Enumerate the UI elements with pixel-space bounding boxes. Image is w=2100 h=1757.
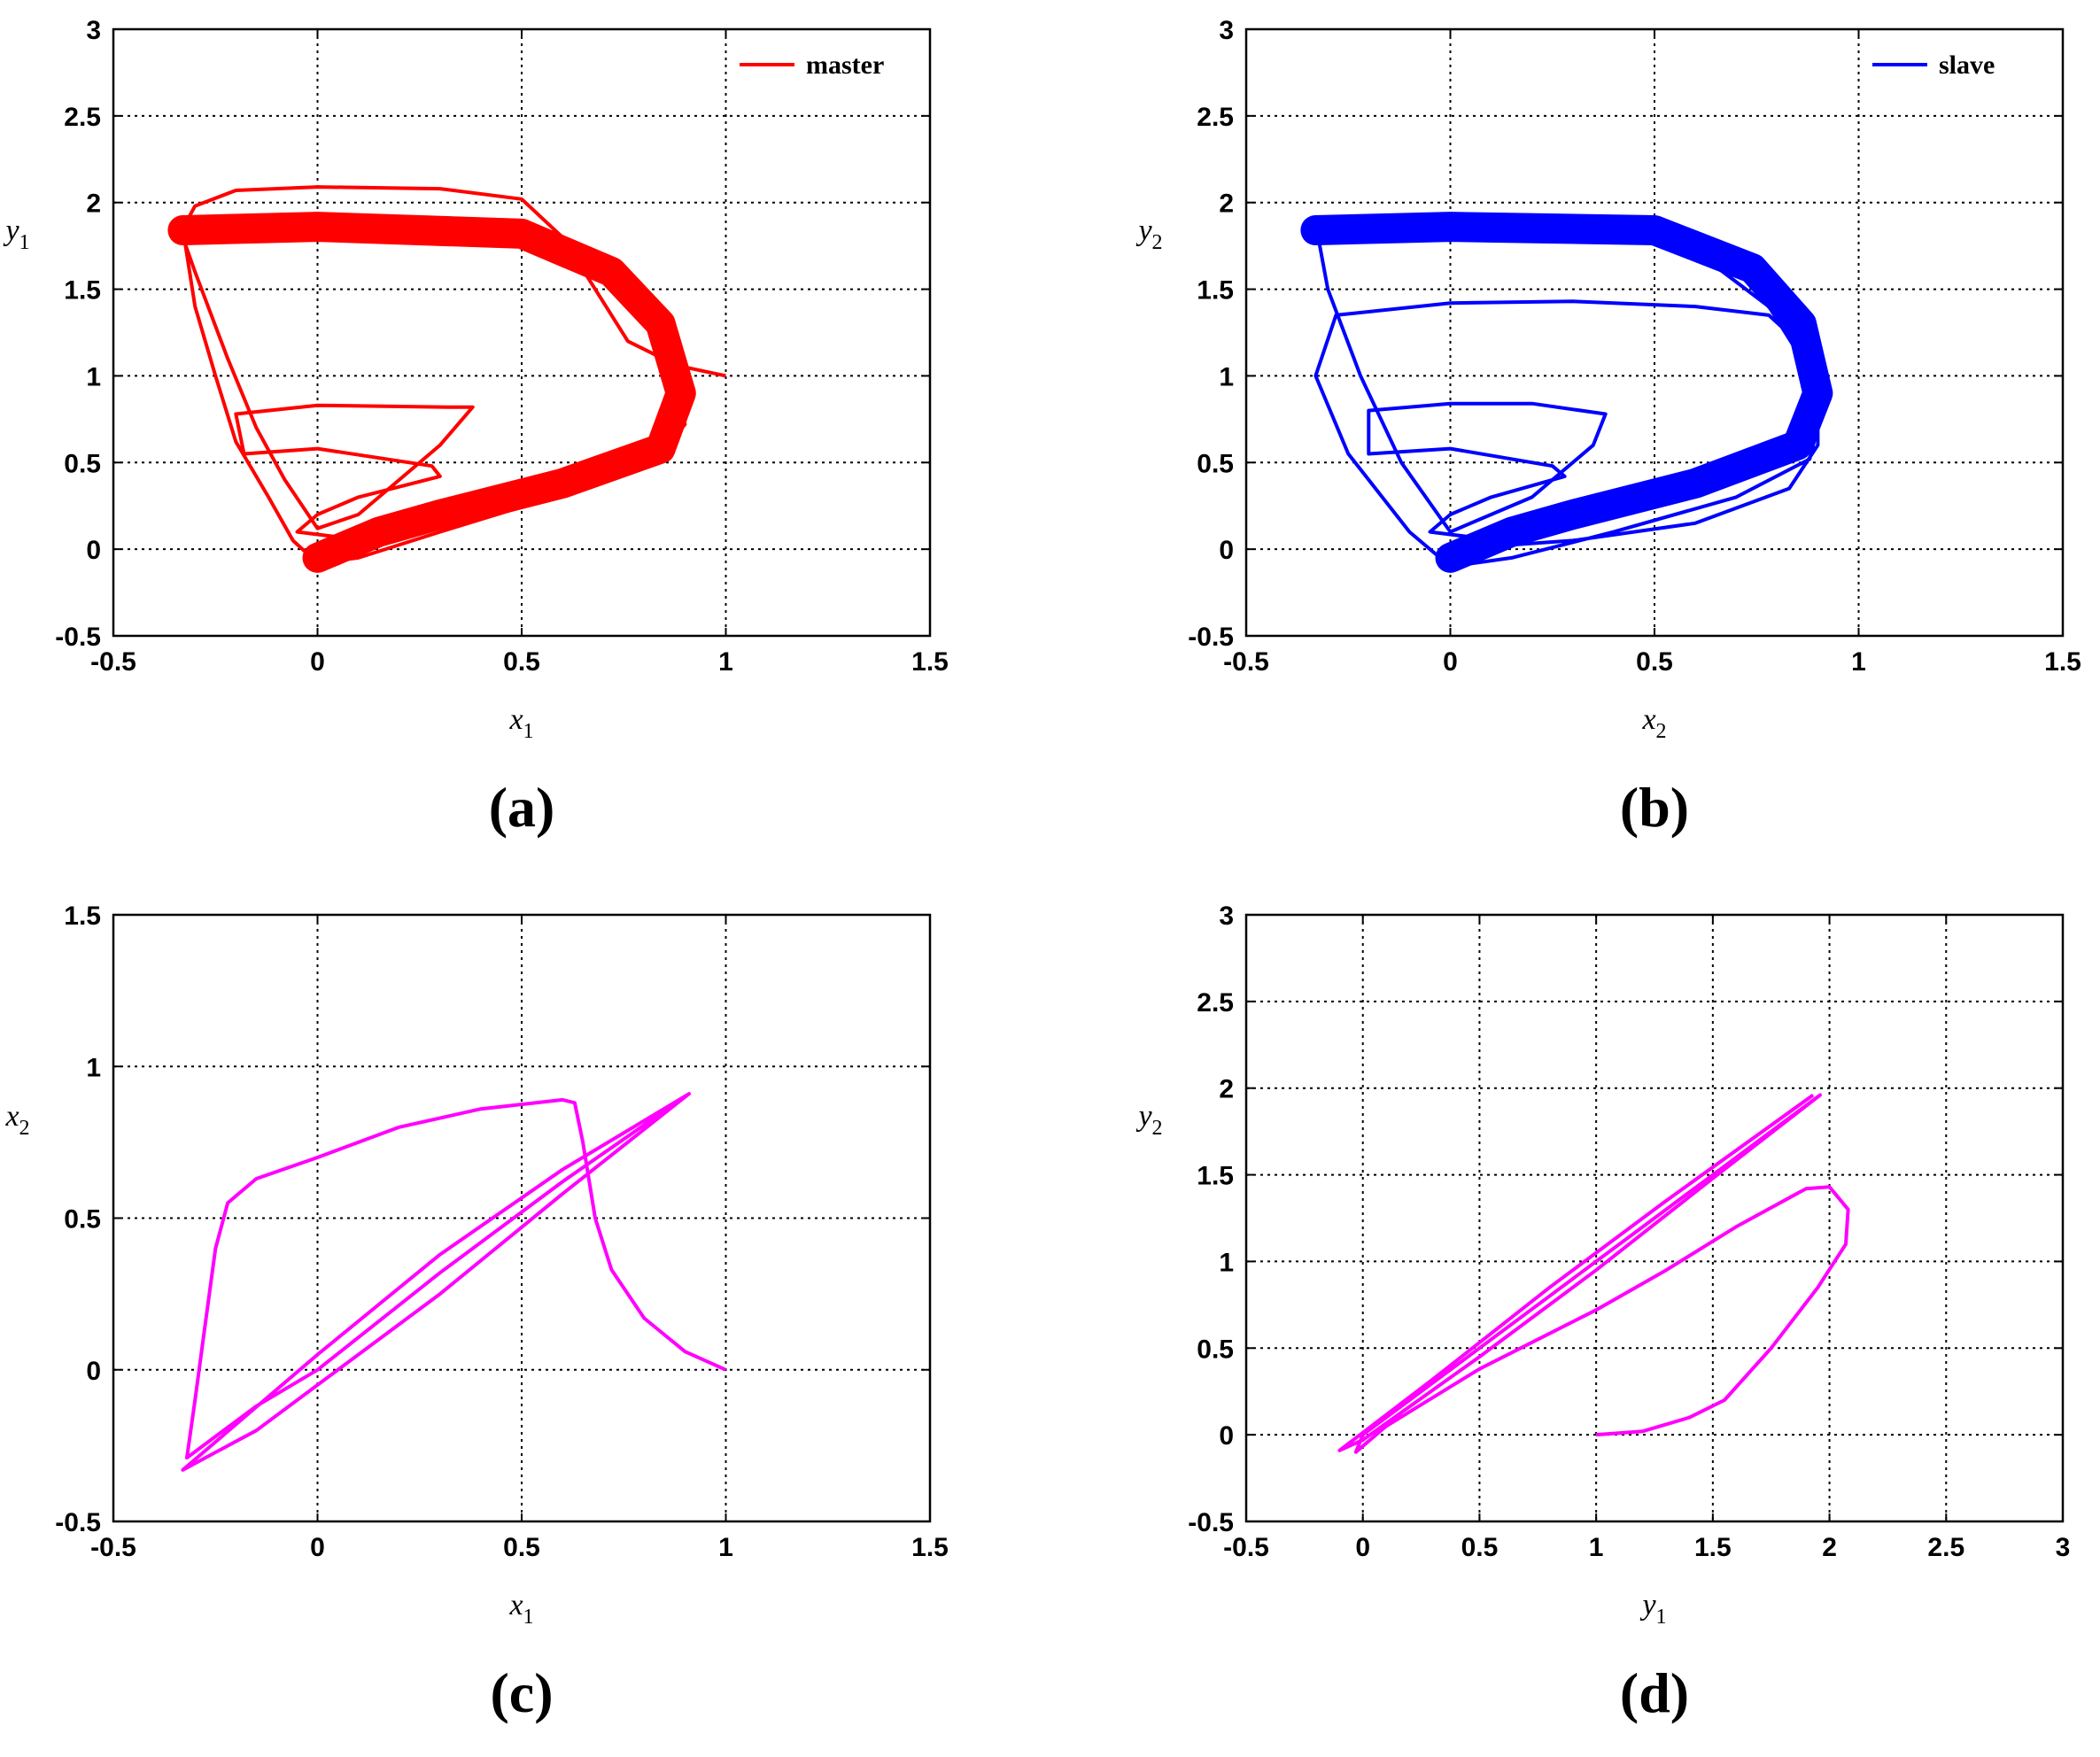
y-tick-label: 2: [1219, 190, 1234, 219]
x-tick-label: 1.5: [911, 647, 949, 677]
panel-b: -0.5 0 0.5 1 1.5 -0.5 0 0.5 1 1.5 2 2.5 3 x2 y2 slave (b…: [1135, 16, 2081, 839]
y-tick-label: 3: [1219, 16, 1234, 45]
y-tick-label: 1.5: [64, 276, 101, 306]
x-tick-label: 0.5: [503, 647, 540, 677]
x-tick-label: 1: [1589, 1533, 1604, 1562]
x-tick-label: 0.5: [1636, 647, 1673, 677]
x-axis-label: x1: [508, 1589, 533, 1629]
legend-label: slave: [1939, 50, 1995, 80]
x-tick-label: 0: [310, 647, 325, 677]
y-tick-label: 1: [1219, 1248, 1234, 1277]
y-axis-label: y2: [1135, 1100, 1162, 1140]
x-tick-label: 1: [1851, 647, 1866, 677]
y-tick-label: -0.5: [1188, 623, 1234, 652]
series-group: [1337, 1093, 1850, 1454]
panel-label: (b): [1620, 776, 1689, 839]
x-tick-label: -0.5: [90, 1533, 136, 1562]
panel-c: -0.5 0 0.5 1 1.5 -0.5 0 0.5 1 1.5 x1 x2 (c): [4, 902, 948, 1724]
y-tick-label: 3: [86, 16, 101, 45]
series-group: [181, 1092, 727, 1472]
panel-label: (d): [1620, 1661, 1689, 1724]
y-tick-label: 0.5: [1197, 1335, 1234, 1364]
x-tick-label: 2: [1822, 1533, 1837, 1562]
x-tick-label: 0: [310, 1533, 325, 1562]
y-axis-label: y1: [3, 214, 29, 254]
y-tick-label: 0: [1219, 536, 1234, 565]
y-tick-label: 0: [86, 1357, 101, 1386]
x-tick-label: 1.5: [911, 1533, 949, 1562]
y-axis-label: y2: [1135, 214, 1162, 254]
y-tick-label: 3: [1219, 902, 1234, 931]
x-tick-label: 0.5: [503, 1533, 540, 1562]
y-tick-label: 1.5: [64, 902, 101, 931]
y-tick-label: 2: [86, 190, 101, 219]
x-tick-label: 0: [1443, 647, 1458, 677]
panel-label: (c): [490, 1661, 553, 1724]
axes-frame: [1244, 913, 2065, 1523]
y-tick-label: 0.5: [1197, 449, 1234, 478]
y-tick-label: 2.5: [1197, 988, 1234, 1018]
y-tick-label: 0: [1219, 1421, 1234, 1451]
x-tick-label: -0.5: [90, 647, 136, 677]
y-tick-label: -0.5: [55, 1508, 101, 1537]
y-tick-label: 2.5: [64, 103, 101, 132]
y-tick-label: 0.5: [64, 1205, 101, 1235]
x-tick-label: 2.5: [1927, 1533, 1964, 1562]
x-tick-label: 1: [718, 1533, 733, 1562]
y-tick-label: 2: [1219, 1075, 1234, 1104]
y-tick-label: -0.5: [55, 623, 101, 652]
panel-a: -0.5 0 0.5 1 1.5 -0.5 0 0.5 1 1.5 2 2.5 3 x1 y1 master (…: [3, 16, 948, 839]
y-tick-label: 1: [1219, 362, 1234, 391]
x-tick-label: 0.5: [1461, 1533, 1499, 1562]
series-group: [167, 185, 726, 573]
legend-label: master: [806, 50, 884, 80]
y-tick-label: 0: [86, 536, 101, 565]
y-tick-label: 1: [86, 362, 101, 391]
y-tick-label: 1.5: [1197, 1162, 1234, 1191]
x-axis-label: x2: [1641, 703, 1666, 743]
panel-label: (a): [489, 776, 555, 839]
x-tick-label: 1: [718, 647, 733, 677]
series-line: [181, 185, 726, 565]
x-tick-label: -0.5: [1223, 1533, 1269, 1562]
x-axis-label: y1: [1639, 1589, 1666, 1629]
y-tick-label: 2.5: [1197, 103, 1234, 132]
y-tick-label: 0.5: [64, 449, 101, 478]
panel-d: -0.5 0 0.5 1 1.5 2 2.5 3 -0.5 0 0.5 1 1.5 2 2.5 3 y1 y2 (d…: [1135, 902, 2070, 1724]
plot-area: [1246, 29, 2063, 636]
y-tick-label: -0.5: [1188, 1508, 1234, 1537]
x-tick-label: 1.5: [2044, 647, 2081, 677]
series-line: [1337, 1093, 1850, 1454]
y-axis-label: x2: [4, 1100, 29, 1140]
plot-area: [113, 29, 930, 636]
series-line: [181, 1092, 727, 1472]
x-tick-label: -0.5: [1223, 647, 1269, 677]
series-group: [1300, 212, 1833, 573]
y-tick-label: 1.5: [1197, 276, 1234, 306]
x-tick-label: 3: [2056, 1533, 2071, 1562]
x-tick-label: 1.5: [1694, 1533, 1732, 1562]
x-tick-label: 0: [1355, 1533, 1370, 1562]
series-line: [1313, 218, 1824, 569]
x-axis-label: x1: [508, 703, 533, 743]
y-tick-label: 1: [86, 1053, 101, 1082]
